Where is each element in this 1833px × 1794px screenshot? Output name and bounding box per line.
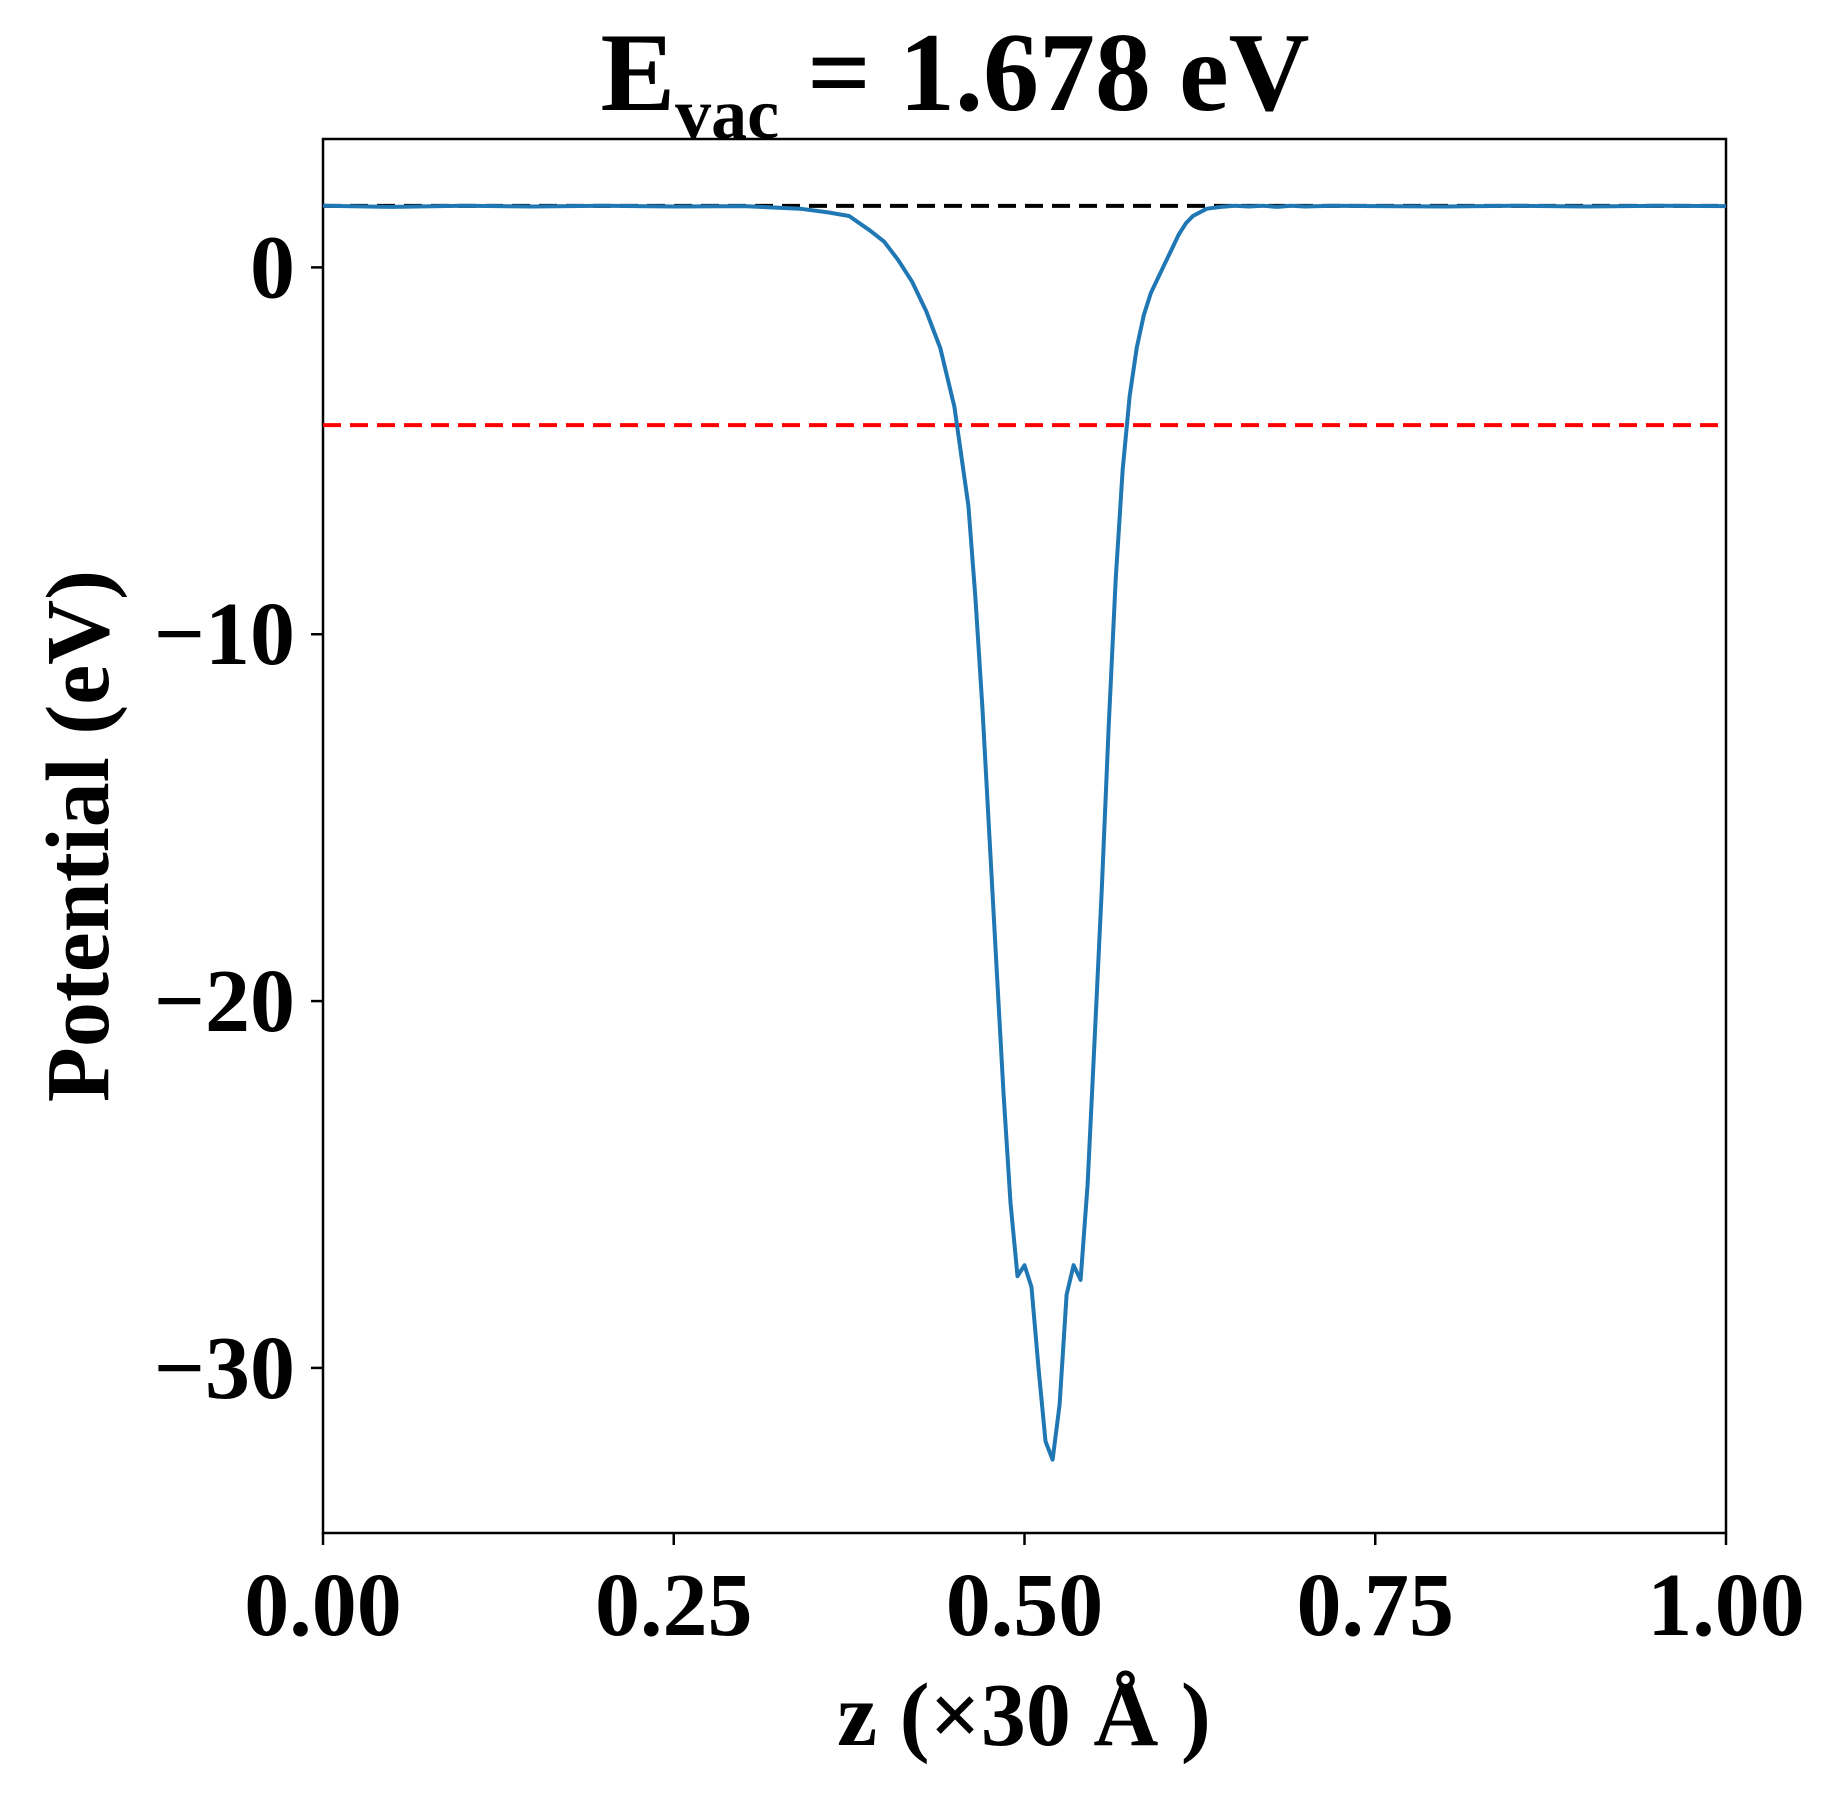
x-tick-label: 1.00: [1647, 1556, 1805, 1655]
series-group: [322, 203, 1727, 1462]
y-tick-label: −30: [154, 1319, 295, 1418]
y-tick-label: −20: [154, 952, 295, 1051]
x-tick-label: 0.25: [595, 1556, 753, 1655]
y-axis-label: Potential (eV): [29, 570, 128, 1102]
x-tick-label: 0.50: [946, 1556, 1104, 1655]
chart-title-subscript: vac: [675, 74, 779, 154]
x-axis-ticks: 0.00 0.25 0.50 0.75 1.00: [244, 1533, 1805, 1655]
y-axis-ticks: 0 −10 −20 −30: [154, 218, 323, 1418]
y-tick-label: 0: [250, 218, 295, 317]
chart-title: Evac = 1.678 eV: [600, 11, 1309, 154]
x-tick-label: 0.00: [244, 1556, 402, 1655]
x-tick-label: 0.75: [1297, 1556, 1455, 1655]
series-line-0: [322, 203, 1727, 1462]
chart-title-main: E: [600, 11, 675, 135]
chart-title-rest: = 1.678 eV: [779, 11, 1309, 135]
reference-lines: [323, 203, 1726, 428]
plot-frame: [321, 137, 1728, 1535]
x-axis-label: z (×30 Å ): [837, 1666, 1211, 1765]
y-tick-label: −10: [154, 585, 295, 684]
